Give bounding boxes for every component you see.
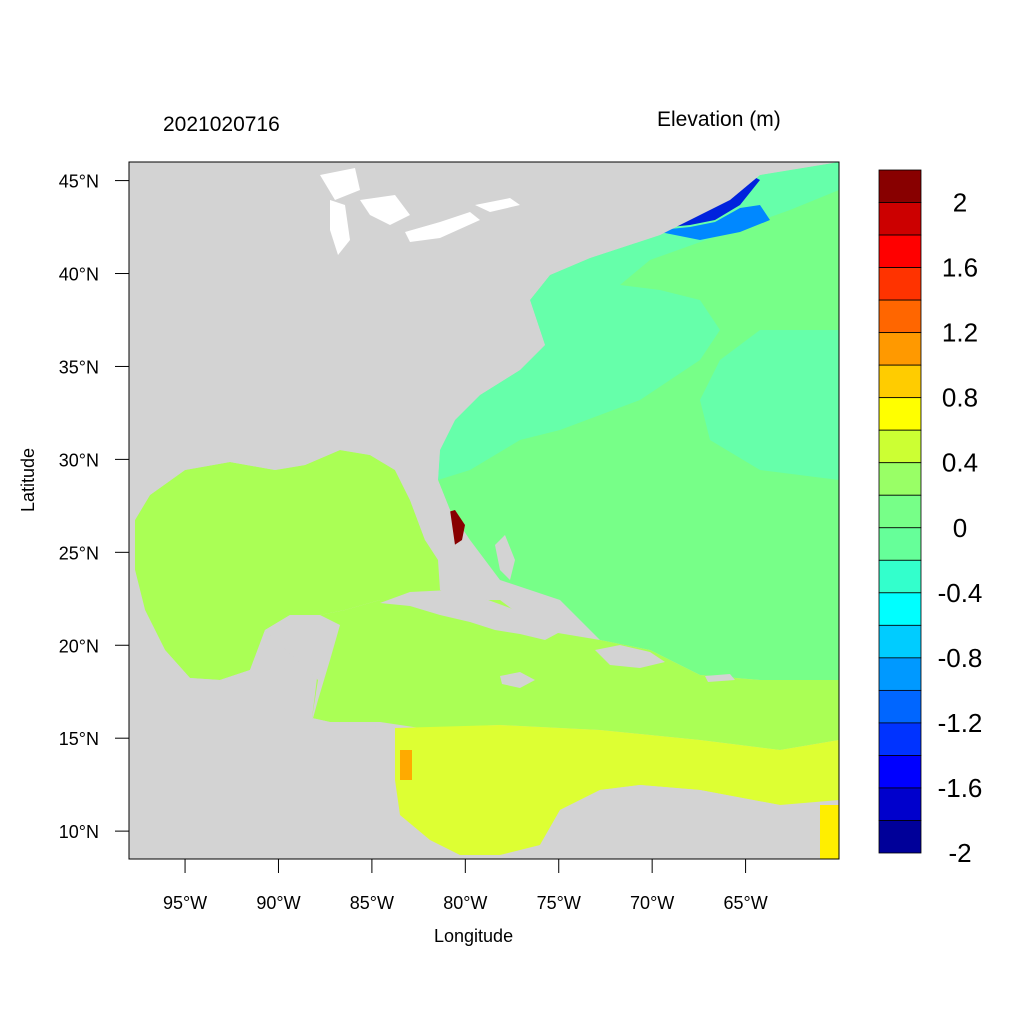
colorbar-swatch [878,462,922,496]
caribbean-north-field [312,590,839,750]
plot-date-title: 2021020716 [163,113,280,136]
latitude-ticks: 45°N 40°N 35°N 30°N 25°N 20°N 15°N 10°N [59,172,129,842]
lon-tick-label: 95°W [163,893,207,913]
lat-tick-label: 15°N [59,729,99,749]
lake-huron [360,195,410,225]
colorbar-labels: 2 1.6 1.2 0.8 0.4 0 -0.4 -0.8 -1.2 -1.6 -2 [938,188,983,868]
map-frame [128,161,840,860]
colorbar-swatch [878,234,922,268]
colorbar-swatch [878,364,922,399]
colorbar-swatch [878,559,922,594]
south-america-land [520,785,820,859]
lat-tick-label: 30°N [59,450,99,470]
lat-tick-label: 35°N [59,357,99,377]
caribbean-south-field [395,725,839,855]
colorbar-swatch [878,820,922,854]
atlantic-shelf-field [438,162,839,480]
lake-erie [405,212,480,242]
atlantic-east-band [700,330,839,480]
colorbar-label: -0.4 [938,578,983,608]
lake-superior [320,168,360,200]
jamaica-land [500,672,535,688]
colorbar-swatch [878,397,922,431]
lon-tick-label: 85°W [350,893,394,913]
colorbar-label: 2 [953,188,967,218]
colorbar-swatch [878,299,922,334]
great-lakes [320,168,520,255]
lon-tick-label: 70°W [630,893,674,913]
colorbar [878,169,922,854]
colorbar-swatch [878,169,922,203]
colorbar-swatch [878,592,922,626]
lat-tick-label: 40°N [59,265,99,285]
cuba-land [380,590,560,640]
puerto-rico-land [705,674,735,682]
colorbar-swatch [878,494,922,529]
lon-tick-label: 90°W [256,893,300,913]
honduras-positive-patch [400,750,412,780]
colorbar-swatch [878,755,922,789]
colorbar-label: -1.6 [938,773,983,803]
gulf-of-mexico-field [135,450,440,680]
colorbar-swatch [878,429,922,464]
colorbar-swatch [878,722,922,756]
southeast-positive-patch [820,805,839,859]
colorbar-label: -0.8 [938,643,983,673]
colorbar-label: 1.6 [942,253,978,283]
colorbar-label: -1.2 [938,708,983,738]
colorbar-label: 1.2 [942,318,978,348]
yucatan-land [129,615,395,859]
gulf-of-maine-edge [640,205,770,240]
colorbar-label: -2 [948,838,971,868]
lat-tick-label: 25°N [59,543,99,563]
colorbar-swatch [878,527,922,561]
lat-tick-label: 45°N [59,172,99,192]
variable-title: Elevation (m) [657,108,781,131]
mexico-land [129,520,270,722]
map-panel [129,162,839,859]
colorbar-swatch [878,787,922,821]
colorbar-swatch [878,689,922,724]
longitude-ticks: 95°W 90°W 85°W 80°W 75°W 70°W 65°W [163,859,768,913]
lake-ontario [475,198,520,212]
x-axis-label: Longitude [434,926,514,946]
lon-tick-label: 80°W [443,893,487,913]
lon-tick-label: 65°W [723,893,767,913]
colorbar-swatch [878,624,922,659]
colorbar-label: 0.8 [942,383,978,413]
colorbar-swatch [878,202,922,236]
lat-tick-label: 10°N [59,822,99,842]
lake-michigan [330,200,350,255]
north-america-land [129,162,839,555]
colorbar-swatch [878,267,922,301]
colorbar-label: 0 [953,513,967,543]
bahamas-land [495,535,515,580]
colorbar-label: 0.4 [942,448,978,478]
colorbar-swatch [878,657,922,691]
lon-tick-label: 75°W [537,893,581,913]
lat-tick-label: 20°N [59,636,99,656]
colorbar-swatch [878,332,922,366]
hispaniola-land [595,645,665,668]
